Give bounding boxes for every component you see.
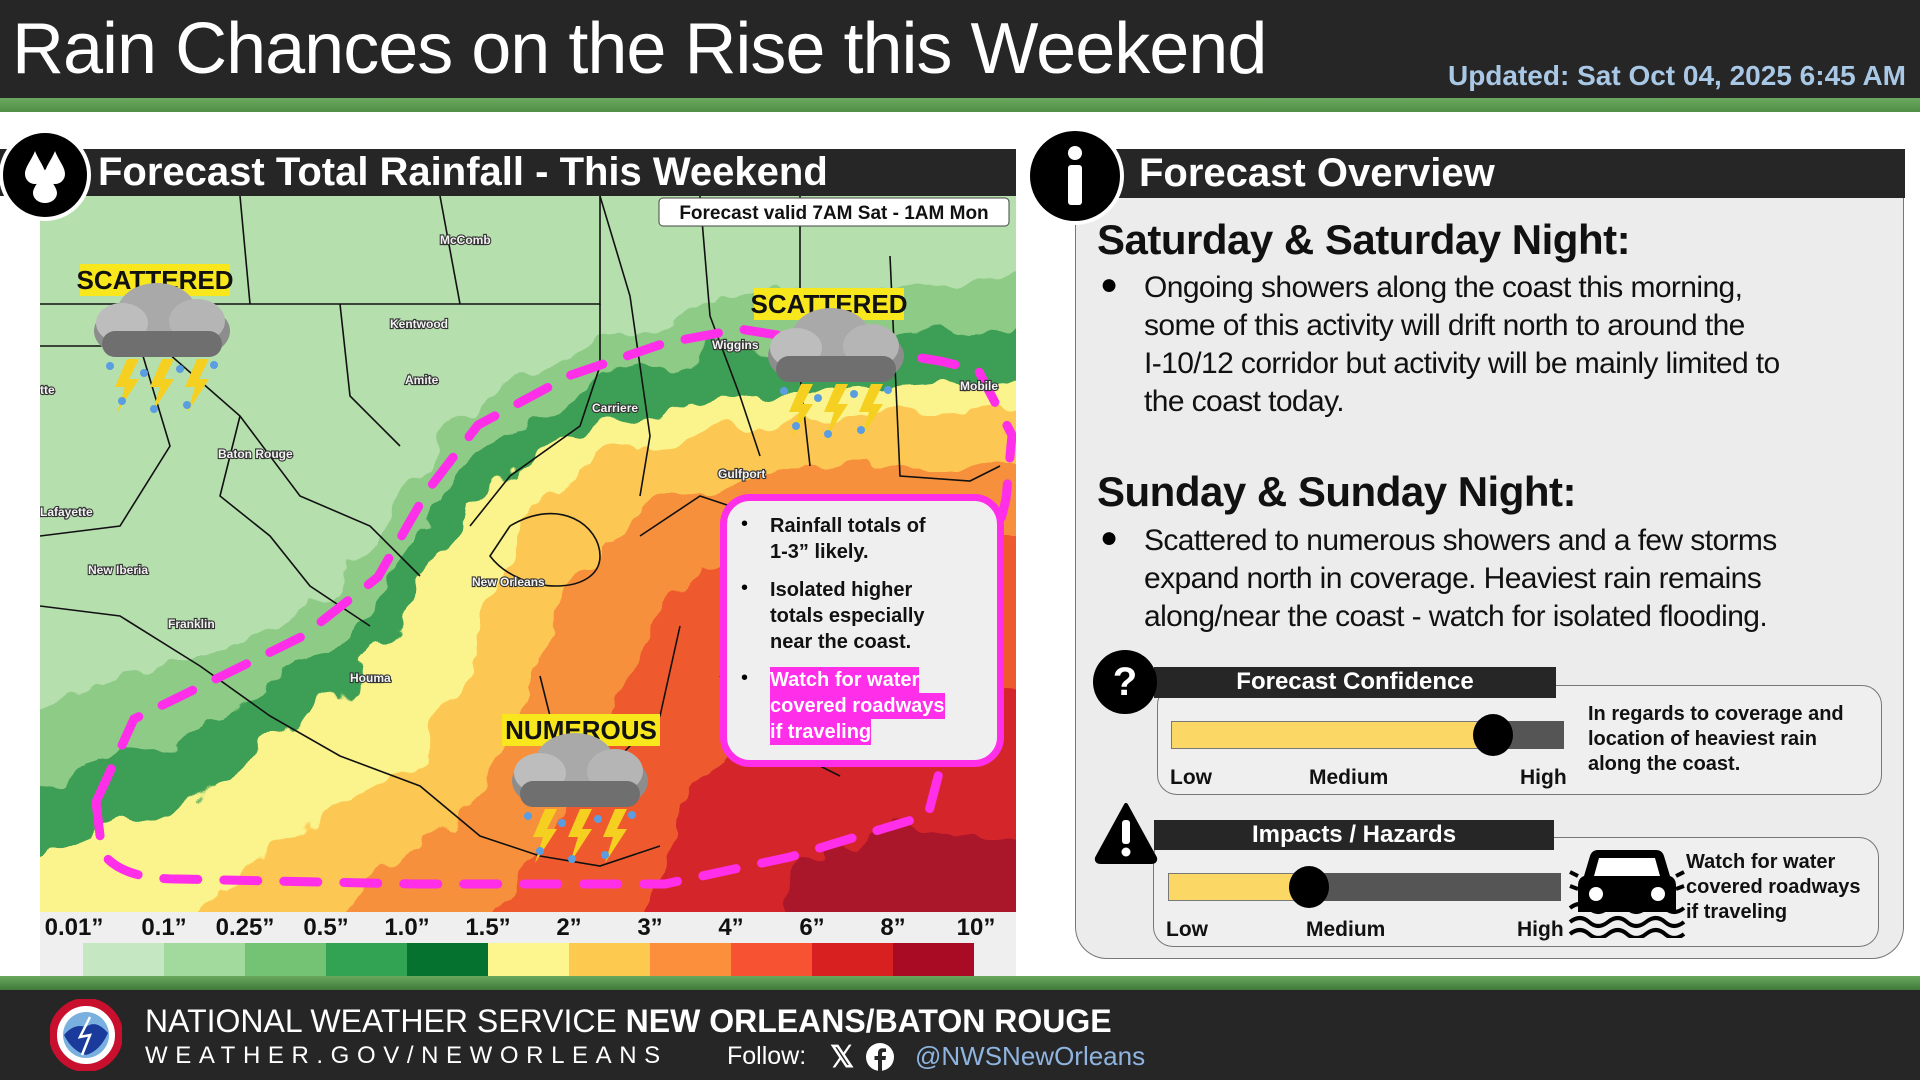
overview-panel-title: Forecast Overview <box>1078 149 1905 198</box>
city-label: Lafayette <box>40 505 93 519</box>
impacts-high-label: High <box>1517 918 1564 941</box>
forecast-valid-text: Forecast valid 7AM Sat - 1AM Mon <box>679 203 988 224</box>
legend-label: 6” <box>799 914 825 941</box>
scattered-ne-marker: SCATTERED <box>751 288 907 438</box>
footer-stripe <box>0 976 1920 990</box>
impacts-medium-label: Medium <box>1306 918 1386 941</box>
legend-label: 8” <box>880 914 906 941</box>
footer-website-link[interactable]: WEATHER.GOV/NEWORLEANS <box>145 1042 668 1069</box>
legend-swatch <box>83 943 164 976</box>
callout-item: Rainfall totals of 1-3” likely. <box>770 515 926 563</box>
updated-timestamp: Updated: Sat Oct 04, 2025 6:45 AM <box>1447 60 1906 91</box>
info-icon <box>1026 127 1124 225</box>
rainfall-panel-title: Forecast Total Rainfall - This Weekend <box>0 149 1016 196</box>
warning-icon <box>1094 803 1158 864</box>
city-label: New Iberia <box>88 563 148 577</box>
callout-item-highlight: Watch for water covered roadways if travel… <box>770 667 945 745</box>
city-label: Gulfport <box>718 467 765 481</box>
legend-swatch <box>245 943 326 976</box>
saturday-description: Ongoing showers along the coast this mor… <box>1144 271 1780 418</box>
confidence-slider-track <box>1171 714 1564 756</box>
confidence-high-label: High <box>1520 766 1567 789</box>
confidence-medium-label: Medium <box>1309 766 1389 789</box>
city-label: Mobile <box>960 379 998 393</box>
legend-swatch <box>812 943 893 976</box>
city-label: tte <box>40 383 55 397</box>
footer-org: NATIONAL WEATHER SERVICE NEW ORLEANS/BAT… <box>145 1003 1112 1039</box>
legend-swatch <box>893 943 974 976</box>
legend-label: 1.0” <box>384 914 430 941</box>
x-icon[interactable]: 𝕏 <box>830 1041 855 1074</box>
impacts-slider-track <box>1168 866 1561 908</box>
forecast-valid-box <box>658 197 1010 227</box>
bullet: ● <box>1100 268 1119 301</box>
impacts-title: Impacts / Hazards <box>1154 820 1554 850</box>
impacts-slider-knob <box>1289 866 1330 908</box>
page-title: Rain Chances on the Rise this Weekend <box>12 9 1267 89</box>
impacts-slider-fill <box>1168 873 1310 901</box>
footer-bar <box>0 990 1920 1080</box>
legend-swatch <box>731 943 812 976</box>
city-label: Houma <box>350 671 391 685</box>
saturday-heading: Saturday & Saturday Night: <box>1097 216 1631 263</box>
legend-label: 0.25” <box>215 914 275 941</box>
numerous-marker: NUMEROUS <box>502 714 660 863</box>
city-label: McComb <box>440 233 491 247</box>
city-label: Wiggins <box>712 338 759 352</box>
city-label: New Orleans <box>472 575 545 589</box>
legend-label: 4” <box>718 914 744 941</box>
legend-label: 3” <box>637 914 663 941</box>
legend-label: 1.5” <box>465 914 511 941</box>
rainfall-callout: • Rainfall totals of 1-3” likely. • Isolate… <box>720 494 1004 767</box>
confidence-title: Forecast Confidence <box>1154 667 1556 698</box>
heavy-rain-outline <box>91 324 1016 889</box>
city-label: Amite <box>405 373 439 387</box>
header-stripe <box>0 98 1920 112</box>
legend-swatch <box>569 943 650 976</box>
nws-logo <box>50 999 122 1071</box>
confidence-slider-knob <box>1473 714 1514 756</box>
legend-label: 0.5” <box>303 914 349 941</box>
footer-follow-label: Follow: <box>727 1042 807 1070</box>
callout-item: Isolated higher totals especially near the… <box>770 579 925 653</box>
city-label: Franklin <box>168 617 215 631</box>
social-handle[interactable]: @NWSNewOrleans <box>915 1041 1146 1071</box>
city-label: Carriere <box>592 401 638 415</box>
header-bar <box>0 0 1920 98</box>
legend-swatch <box>650 943 731 976</box>
legend-label: 10” <box>956 914 996 941</box>
sunday-heading: Sunday & Sunday Night: <box>1097 468 1577 515</box>
confidence-note: In regards to coverage and location of he… <box>1588 703 1844 775</box>
city-label: Kentwood <box>390 317 448 331</box>
bullet: ● <box>1100 521 1119 554</box>
confidence-low-label: Low <box>1170 766 1212 789</box>
scattered-nw-marker: SCATTERED <box>77 264 233 413</box>
impacts-low-label: Low <box>1166 918 1208 941</box>
flooded-car-icon <box>1568 850 1686 938</box>
legend-label: 0.01” <box>44 914 104 941</box>
legend-swatch <box>407 943 488 976</box>
impacts-note: Watch for water covered roadways if travel… <box>1686 851 1861 923</box>
legend-label: 0.1” <box>141 914 187 941</box>
legend-swatch <box>326 943 407 976</box>
legend-swatch <box>488 943 569 976</box>
legend-label: 2” <box>556 914 582 941</box>
confidence-slider-fill <box>1171 721 1494 749</box>
question-icon: ? <box>1093 650 1157 714</box>
sunday-description: Scattered to numerous showers and a few … <box>1144 524 1777 633</box>
facebook-icon[interactable] <box>866 1043 894 1071</box>
rainfall-legend: 0.01” 0.1” 0.25” 0.5” 1.0” 1.5” 2” 3” 4” 6” 8” 10” <box>40 912 1016 976</box>
city-label: Baton Rouge <box>218 447 293 461</box>
legend-swatch <box>164 943 245 976</box>
raindrops-icon <box>0 129 91 221</box>
